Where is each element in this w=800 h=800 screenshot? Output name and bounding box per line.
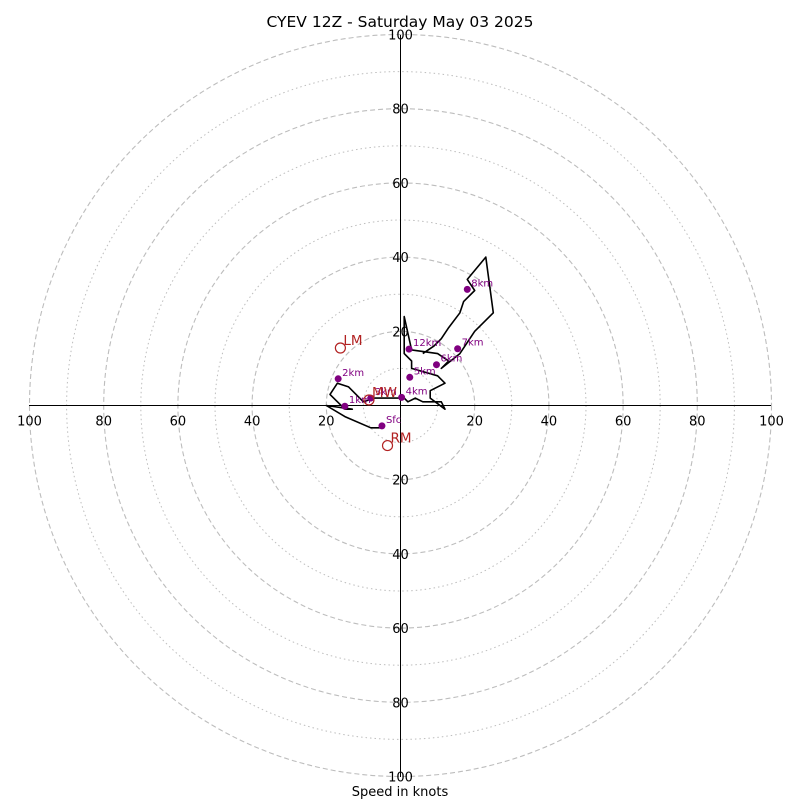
height-marker-label: 3km xyxy=(375,387,397,398)
x-tick-label: 80 xyxy=(689,415,706,430)
tick-labels: 100 80 60 40 20 20 40 60 80 100100806040202040608… xyxy=(17,29,784,786)
height-marker-dot xyxy=(341,402,349,410)
y-tick-label: 40 xyxy=(392,251,409,266)
x-tick-label: 60 xyxy=(615,415,632,430)
height-marker-dot xyxy=(398,393,406,401)
y-tick-label: 20 xyxy=(392,474,409,489)
height-marker-dot xyxy=(378,422,386,430)
y-tick-label: 100 xyxy=(388,771,413,786)
height-marker-label: 2km xyxy=(342,368,364,379)
y-tick-label: 100 xyxy=(388,29,413,44)
motion-marker-circle xyxy=(363,394,375,406)
x-tick-label: 60 xyxy=(170,415,187,430)
y-tick-label: 60 xyxy=(392,622,409,637)
height-marker-label: 5km xyxy=(414,366,436,377)
x-tick-label: 20 xyxy=(318,415,335,430)
motion-marker-label: LM xyxy=(343,333,362,349)
axes xyxy=(29,35,771,777)
y-tick-label: 40 xyxy=(392,548,409,563)
y-tick-label: 60 xyxy=(392,177,409,192)
height-marker-dot xyxy=(334,375,342,383)
height-marker-dot xyxy=(406,373,414,381)
chart-title: CYEV 12Z - Saturday May 03 2025 xyxy=(267,13,534,31)
x-axis-label: Speed in knots xyxy=(352,785,449,800)
height-marker-label: 7km xyxy=(462,338,484,349)
x-tick-label: 40 xyxy=(244,415,261,430)
height-marker-label: 4km xyxy=(406,386,428,397)
motion-marker-circle xyxy=(381,439,394,452)
x-tick-label: 100 xyxy=(17,415,42,430)
height-marker-label: 8km xyxy=(471,278,493,289)
height-marker-dot xyxy=(454,345,462,353)
dashed-ring xyxy=(28,33,773,778)
motion-marker-circle xyxy=(334,342,346,354)
x-tick-label: 20 xyxy=(466,415,483,430)
height-marker-label: 1km xyxy=(349,395,371,406)
hodograph-trace xyxy=(325,256,495,429)
height-marker-label: 6km xyxy=(440,354,462,365)
hodograph-line xyxy=(325,256,495,429)
height-marker-label: Sfc xyxy=(386,415,401,426)
motion-marker-label: MW xyxy=(372,385,397,401)
y-tick-label: 80 xyxy=(392,103,409,118)
y-tick-label: 80 xyxy=(392,696,409,711)
x-tick-label: 40 xyxy=(541,415,558,430)
storm-motion-markers: LM MW RM xyxy=(334,333,412,452)
motion-marker-label: RM xyxy=(391,431,412,447)
height-marker-dot xyxy=(405,345,413,353)
x-tick-label: 100 xyxy=(759,415,784,430)
height-marker-dot xyxy=(463,285,471,293)
height-marker-dot xyxy=(432,361,440,369)
height-marker-label: 12km xyxy=(413,338,441,349)
x-tick-label: 80 xyxy=(95,415,112,430)
